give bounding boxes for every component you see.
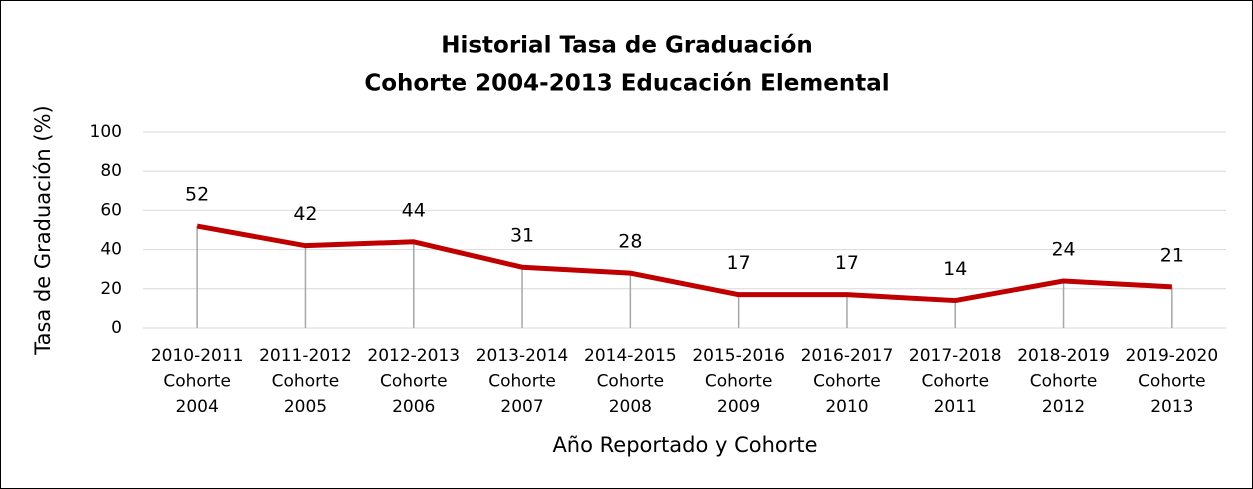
x-tick-label: 2016-2017 [801, 346, 894, 366]
data-label: 44 [402, 199, 426, 221]
y-tick-label: 0 [111, 318, 122, 338]
x-tick-label: 2014-2015 [584, 346, 677, 366]
x-tick-label: 2011 [934, 397, 977, 417]
x-tick-label: 2011-2012 [259, 346, 352, 366]
data-label: 28 [618, 231, 642, 253]
data-line [196, 223, 1172, 304]
x-tick-label: Cohorte [380, 372, 448, 392]
x-tick-label: Cohorte [1030, 372, 1098, 392]
x-tick-label: Cohorte [705, 372, 773, 392]
x-tick-label: 2008 [609, 397, 652, 417]
x-tick-label: 2010 [825, 397, 868, 417]
data-label: 21 [1160, 244, 1184, 266]
x-tick-label: Cohorte [1138, 372, 1206, 392]
x-axis-title: Año Reportado y Cohorte [552, 433, 817, 457]
x-tick-label: 2004 [176, 397, 219, 417]
data-label: 31 [510, 225, 534, 247]
y-axis-title: Tasa de Graduación (%) [31, 105, 55, 355]
chart-title: Historial Tasa de Graduación [441, 33, 813, 59]
x-tick-label: 2006 [392, 397, 435, 417]
x-tick-label: 2013 [1150, 397, 1193, 417]
data-label: 42 [293, 203, 317, 225]
chart-title: Cohorte 2004-2013 Educación Elemental [364, 71, 889, 97]
data-label: 24 [1051, 238, 1075, 260]
x-tick-label: 2018-2019 [1017, 346, 1110, 366]
x-tick-label: 2005 [284, 397, 327, 417]
y-tick-label: 20 [100, 279, 122, 299]
data-label: 17 [835, 252, 859, 274]
x-tick-label: 2017-2018 [909, 346, 1002, 366]
data-label: 14 [943, 258, 967, 280]
x-tick-label: Cohorte [813, 372, 881, 392]
x-tick-label: 2013-2014 [476, 346, 569, 366]
x-tick-label: 2012-2013 [367, 346, 460, 366]
y-tick-label: 60 [100, 200, 122, 220]
x-tick-label: 2009 [717, 397, 760, 417]
y-tick-label: 40 [100, 240, 122, 260]
x-tick-label: Cohorte [272, 372, 340, 392]
data-label: 17 [727, 252, 751, 274]
x-tick-label: 2012 [1042, 397, 1085, 417]
x-tick-label: 2010-2011 [151, 346, 244, 366]
data-label: 52 [185, 184, 209, 206]
x-tick-label: 2007 [500, 397, 543, 417]
x-tick-label: 2015-2016 [692, 346, 785, 366]
x-tick-label: Cohorte [921, 372, 989, 392]
y-tick-label: 100 [90, 122, 122, 142]
x-tick-label: Cohorte [597, 372, 665, 392]
y-tick-label: 80 [100, 161, 122, 181]
x-tick-label: Cohorte [163, 372, 231, 392]
x-tick-label: Cohorte [488, 372, 556, 392]
x-tick-label: 2019-2020 [1126, 346, 1219, 366]
